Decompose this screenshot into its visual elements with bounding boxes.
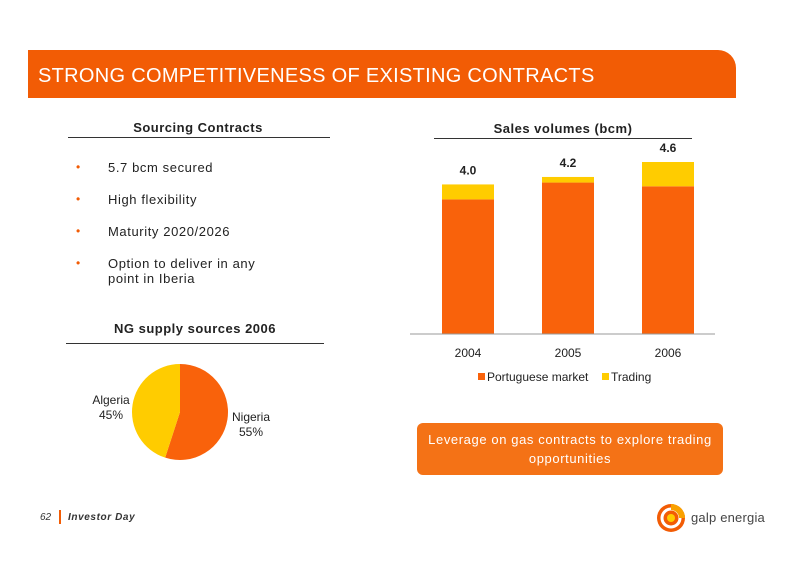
sourcing-rule (68, 137, 330, 138)
footer-divider (59, 510, 61, 524)
pie-label-algeria: Algeria 45% (86, 393, 136, 423)
algeria-label: Algeria (92, 393, 130, 407)
legend-label: Portuguese market (487, 370, 589, 384)
bullet-dot-icon: • (76, 192, 81, 206)
slide-title-banner: STRONG COMPETITIVENESS OF EXISTING CONTR… (28, 50, 736, 98)
legend-swatch (602, 373, 609, 380)
bar-trading-2004 (442, 184, 494, 200)
bar-portuguese-market-2005 (542, 182, 594, 334)
pie-label-nigeria: Nigeria 55% (226, 410, 276, 440)
nigeria-label: Nigeria (231, 410, 270, 424)
x-tick-label: 2006 (655, 346, 682, 360)
sales-chart-title: Sales volumes (bcm) (493, 121, 633, 136)
page-number: 62 (40, 512, 52, 523)
supply-pie-chart (131, 364, 228, 460)
slide-title: STRONG COMPETITIVENESS OF EXISTING CONTR… (38, 65, 595, 87)
bar-total-label: 4.0 (460, 163, 477, 177)
sales-chart-rule (434, 138, 692, 139)
galp-logo-text: galp energia (691, 510, 765, 525)
bullet-text: Option to deliver in any point in Iberia (108, 256, 256, 286)
bar-portuguese-market-2006 (642, 186, 694, 334)
bullet-dot-icon: • (76, 160, 81, 174)
supply-rule (66, 343, 324, 344)
supply-heading: NG supply sources 2006 (113, 321, 276, 336)
bullet-text: High flexibility (108, 192, 198, 207)
galp-logo-icon (657, 504, 685, 532)
bullet-item: • 5.7 bcm secured (76, 160, 326, 175)
bar-trading-2006 (642, 162, 694, 187)
bullet-dot-icon: • (76, 256, 81, 270)
sales-volumes-chart: 4.0 4.2 4.6 2004 2005 2006 Portuguese market… (410, 141, 715, 384)
bullet-item: • Maturity 2020/2026 (76, 224, 326, 239)
bar-portuguese-market-2004 (442, 199, 494, 334)
bullet-text: 5.7 bcm secured (108, 160, 214, 175)
nigeria-percent: 55% (238, 425, 264, 439)
bullet-dot-icon: • (76, 224, 81, 238)
x-tick-label: 2005 (555, 346, 582, 360)
bar-trading-2005 (542, 176, 594, 183)
pie-slice-nigeria (165, 364, 228, 460)
sourcing-heading: Sourcing Contracts (133, 120, 263, 135)
bar-total-label: 4.2 (560, 156, 577, 170)
trading-callout-box: Leverage on gas contracts to explore tra… (417, 423, 723, 475)
callout-text: Leverage on gas contracts to explore tra… (428, 432, 712, 466)
bar-total-label: 4.6 (660, 141, 677, 155)
sourcing-bullet-list: • 5.7 bcm secured • High flexibility • Matu… (76, 160, 326, 303)
pie-slice-algeria (131, 364, 180, 458)
bullet-text: Maturity 2020/2026 (108, 224, 231, 239)
x-tick-label: 2004 (455, 346, 482, 360)
legend-swatch (478, 373, 485, 380)
algeria-percent: 45% (98, 408, 124, 422)
bullet-item: • Option to deliver in any point in Iberi… (76, 256, 278, 286)
legend-label: Trading (611, 370, 651, 384)
footer-event-name: Investor Day (68, 512, 136, 523)
bullet-item: • High flexibility (76, 192, 326, 207)
